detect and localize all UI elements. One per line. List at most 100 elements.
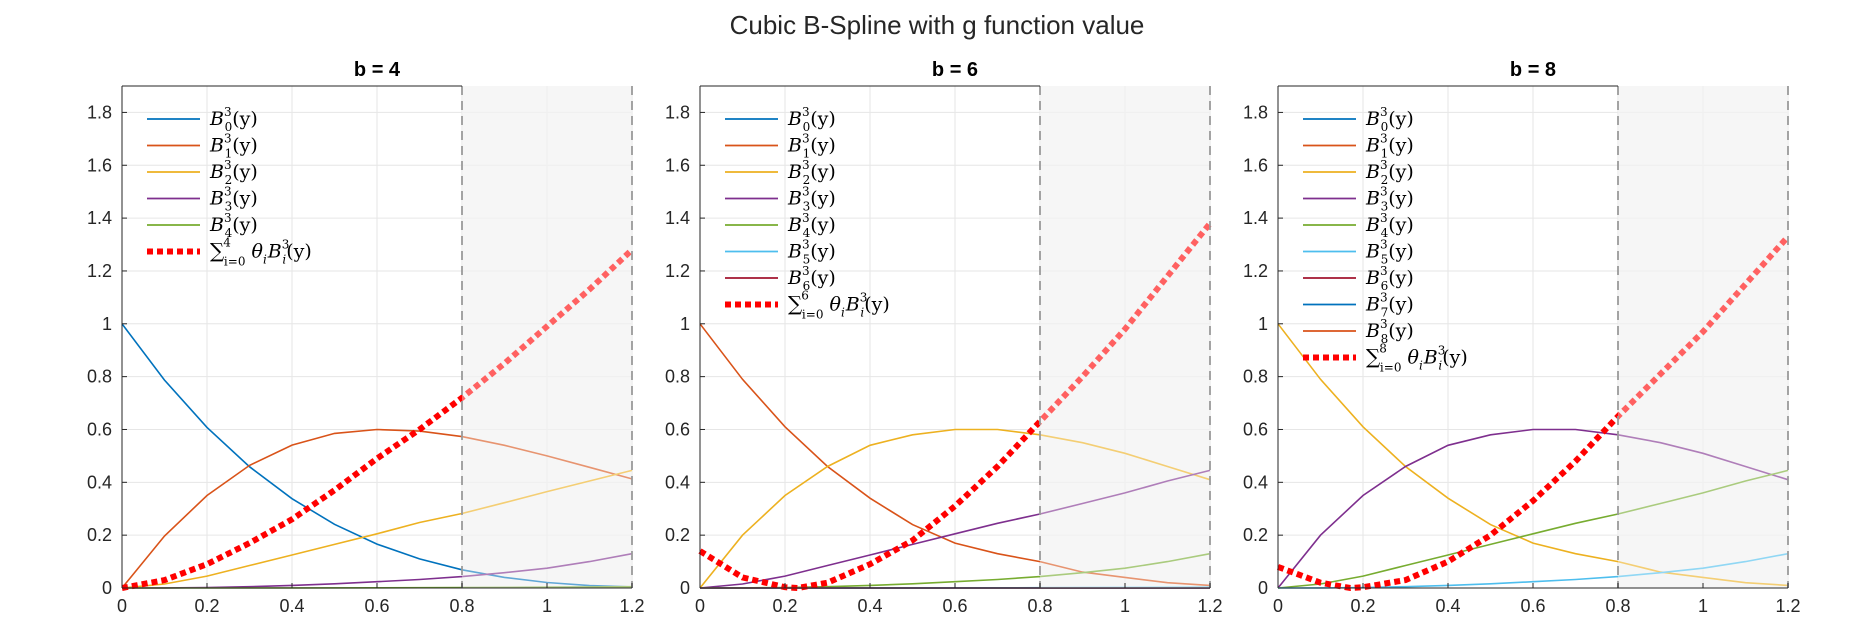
y-tick-label: 0.2 [1243, 525, 1268, 545]
shaded-overlay [1040, 86, 1210, 588]
series-line-2 [121, 469, 633, 589]
panel-title: b = 6 [932, 59, 978, 81]
x-tick-label: 0.2 [1350, 596, 1375, 616]
y-tick-label: 0.4 [1243, 472, 1268, 492]
x-tick-label: 0.4 [857, 596, 882, 616]
y-tick-label: 1.2 [87, 261, 112, 281]
x-tick-label: 1 [1698, 596, 1708, 616]
x-tick-label: 0 [117, 596, 127, 616]
legend-label-sum: ∑8 i=0 θiB3 i(y) [1366, 342, 1468, 375]
y-tick-label: 1.2 [1243, 261, 1268, 281]
panel-title: b = 4 [354, 59, 401, 81]
x-tick-label: 1 [542, 596, 552, 616]
legend-label: B3 3(y) [209, 185, 258, 214]
legend: B3 0(y)B3 1(y)B3 2(y)B3 3(y)B3 4(y)∑4 i=0 θiB3… [147, 105, 312, 269]
y-tick-label: 0.2 [665, 525, 690, 545]
figure-title: Cubic B-Spline with g function value [730, 10, 1145, 40]
panels: 0 0.2 0.4 0.6 0.8 1 1.2 0 0.2 0.4 0.6 0.8 1 1.2 1.4 1.6… [87, 59, 1801, 616]
legend-label: B3 0(y) [209, 105, 258, 134]
legend-label: B3 7(y) [1365, 291, 1414, 320]
legend-label: B3 2(y) [209, 158, 258, 187]
legend-label: B3 4(y) [209, 211, 258, 240]
x-tick-label: 0.4 [279, 596, 304, 616]
x-tick-label: 0.4 [1435, 596, 1460, 616]
y-tick-label: 0.4 [665, 472, 690, 492]
legend-label: B3 2(y) [787, 158, 836, 187]
x-tick-label: 0.8 [1027, 596, 1052, 616]
y-tick-label: 0.8 [87, 367, 112, 387]
x-tick-label: 0 [1273, 596, 1283, 616]
legend-label: B3 1(y) [1365, 132, 1414, 161]
legend-label: B3 5(y) [1365, 238, 1414, 267]
y-tick-label: 0.8 [665, 367, 690, 387]
x-tick-label: 1 [1120, 596, 1130, 616]
y-tick-label: 1.8 [665, 102, 690, 122]
y-tick-label: 1.8 [1243, 102, 1268, 122]
legend-label: B3 3(y) [787, 185, 836, 214]
series-line-2 [699, 428, 1211, 589]
y-tick-label: 1 [102, 314, 112, 334]
y-tick-label: 0.8 [1243, 367, 1268, 387]
y-tick-label: 0.4 [87, 472, 112, 492]
y-tick-label: 1.4 [665, 208, 690, 228]
legend-label: B3 1(y) [209, 132, 258, 161]
series-line-3 [699, 469, 1211, 589]
y-tick-label: 0.6 [1243, 419, 1268, 439]
sum-series-line [121, 247, 635, 591]
y-tick-label: 1 [1258, 314, 1268, 334]
sum-series-line [698, 221, 1213, 592]
y-tick-label: 1.6 [665, 155, 690, 175]
chart-panel-2: 0 0.2 0.4 0.6 0.8 1 1.2 0 0.2 0.4 0.6 0.8 1 1.2 1.4 1.6… [665, 59, 1223, 616]
sum-series-line [1276, 234, 1791, 592]
legend-label: B3 8(y) [1365, 317, 1414, 346]
legend-label: B3 1(y) [787, 132, 836, 161]
legend-label: B3 4(y) [1365, 211, 1414, 240]
series-line-0 [1277, 323, 1789, 587]
legend-label: B3 5(y) [787, 238, 836, 267]
series-line-2 [1277, 469, 1789, 589]
chart-panel-3: 0 0.2 0.4 0.6 0.8 1 1.2 0 0.2 0.4 0.6 0.8 1 1.2 1.4 1.6… [1243, 59, 1801, 616]
y-tick-label: 0.6 [87, 419, 112, 439]
chart-panel-1: 0 0.2 0.4 0.6 0.8 1 1.2 0 0.2 0.4 0.6 0.8 1 1.2 1.4 1.6… [87, 59, 645, 616]
y-tick-label: 1.6 [87, 155, 112, 175]
x-tick-label: 1.2 [1775, 596, 1800, 616]
y-tick-label: 0 [1258, 578, 1268, 598]
shaded-overlay [462, 86, 632, 588]
series-line-1 [1277, 428, 1789, 589]
series-line-1 [121, 428, 633, 589]
y-tick-label: 1.2 [665, 261, 690, 281]
y-tick-label: 0.6 [665, 419, 690, 439]
y-tick-label: 0.2 [87, 525, 112, 545]
x-tick-label: 0.8 [1605, 596, 1630, 616]
y-tick-label: 1 [680, 314, 690, 334]
x-tick-label: 0.8 [449, 596, 474, 616]
x-tick-label: 0.6 [364, 596, 389, 616]
legend: B3 0(y)B3 1(y)B3 2(y)B3 3(y)B3 4(y)B3 5(y)B3 6(… [725, 105, 890, 322]
series-line-1 [699, 323, 1211, 587]
x-tick-label: 0.2 [194, 596, 219, 616]
legend-label-sum: ∑6 i=0 θiB3 i(y) [788, 289, 890, 322]
x-tick-label: 1.2 [619, 596, 644, 616]
series-line-0 [121, 323, 633, 588]
y-tick-label: 0 [680, 578, 690, 598]
legend-label-sum: ∑4 i=0 θiB3 i(y) [210, 236, 312, 269]
x-tick-label: 0.6 [942, 596, 967, 616]
x-tick-label: 1.2 [1197, 596, 1222, 616]
shaded-overlay [1618, 86, 1788, 588]
y-tick-label: 1.4 [87, 208, 112, 228]
legend-label: B3 0(y) [787, 105, 836, 134]
x-tick-label: 0.6 [1520, 596, 1545, 616]
x-tick-label: 0 [695, 596, 705, 616]
legend-label: B3 0(y) [1365, 105, 1414, 134]
legend-label: B3 6(y) [1365, 264, 1414, 293]
x-tick-label: 0.2 [772, 596, 797, 616]
y-tick-label: 1.6 [1243, 155, 1268, 175]
y-tick-label: 1.4 [1243, 208, 1268, 228]
y-tick-label: 0 [102, 578, 112, 598]
legend-label: B3 6(y) [787, 264, 836, 293]
panel-title: b = 8 [1510, 59, 1556, 81]
legend: B3 0(y)B3 1(y)B3 2(y)B3 3(y)B3 4(y)B3 5(y)B3 6(… [1303, 105, 1468, 375]
legend-label: B3 3(y) [1365, 185, 1414, 214]
legend-label: B3 2(y) [1365, 158, 1414, 187]
